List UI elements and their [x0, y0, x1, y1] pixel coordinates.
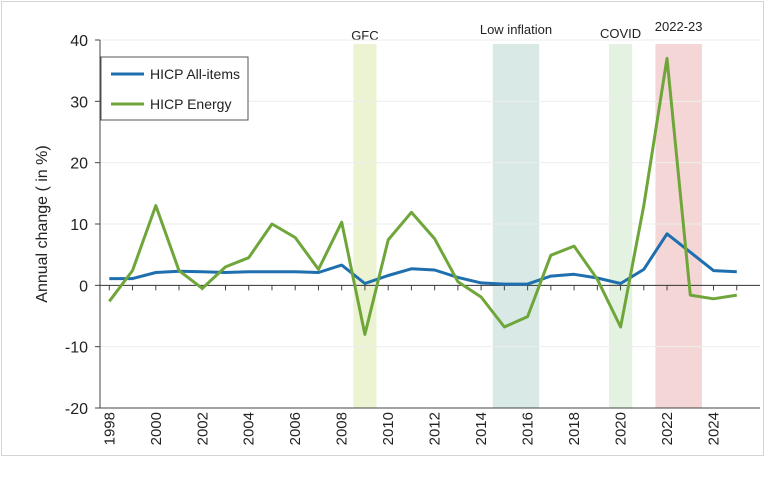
period-label: GFC [351, 28, 378, 43]
series-lines [108, 56, 738, 336]
x-tick-label: 2016 [520, 412, 537, 445]
period-band [608, 44, 633, 408]
y-tick-label: -20 [65, 401, 88, 418]
x-tick-label: 2004 [241, 412, 258, 445]
x-tick-label: 2008 [334, 412, 351, 445]
y-tick-label: 40 [70, 33, 88, 50]
y-tick-label: -10 [65, 340, 88, 357]
period-label: 2022-23 [655, 19, 703, 34]
period-label: COVID [600, 26, 641, 41]
y-axis-label: Annual change ( in %) [34, 145, 51, 302]
x-tick-label: 2018 [566, 412, 583, 445]
x-tick-label: 2002 [194, 412, 211, 445]
x-tick-label: 2000 [148, 412, 165, 445]
period-band [655, 44, 702, 408]
legend-label-energy: HICP Energy [150, 96, 231, 112]
y-tick-labels: -20 -10 0 10 20 30 40 [65, 33, 88, 418]
y-tick-label: 30 [70, 94, 88, 111]
legend-label-all-items: HICP All-items [150, 66, 240, 82]
y-tick-label: 10 [70, 217, 88, 234]
legend-box [100, 56, 249, 121]
x-tick-labels: 1998 2000 2002 2004 2006 2008 2010 2012 2014 2016… [101, 412, 722, 445]
x-tick-label: 2006 [287, 412, 304, 445]
period-labels: GFC Low inflation COVID 2022-23 [351, 19, 702, 43]
x-tick-label: 2024 [706, 412, 723, 445]
series-line-all-items [109, 232, 737, 286]
period-label: Low inflation [480, 22, 552, 37]
series-line-energy [108, 56, 738, 336]
x-tick-label: 2020 [613, 412, 630, 445]
period-band [492, 44, 540, 408]
y-tick-label: 20 [70, 156, 88, 173]
x-tick-label: 2012 [427, 412, 444, 445]
x-tick-label: 2010 [380, 412, 397, 445]
x-tick-label: 2014 [473, 412, 490, 445]
y-tick-label: 0 [79, 278, 88, 295]
axes [95, 39, 760, 409]
period-band [353, 44, 377, 408]
x-tick-label: 1998 [101, 412, 118, 445]
x-tick-label: 2022 [659, 412, 676, 445]
legend: HICP All-items HICP Energy [100, 56, 249, 121]
